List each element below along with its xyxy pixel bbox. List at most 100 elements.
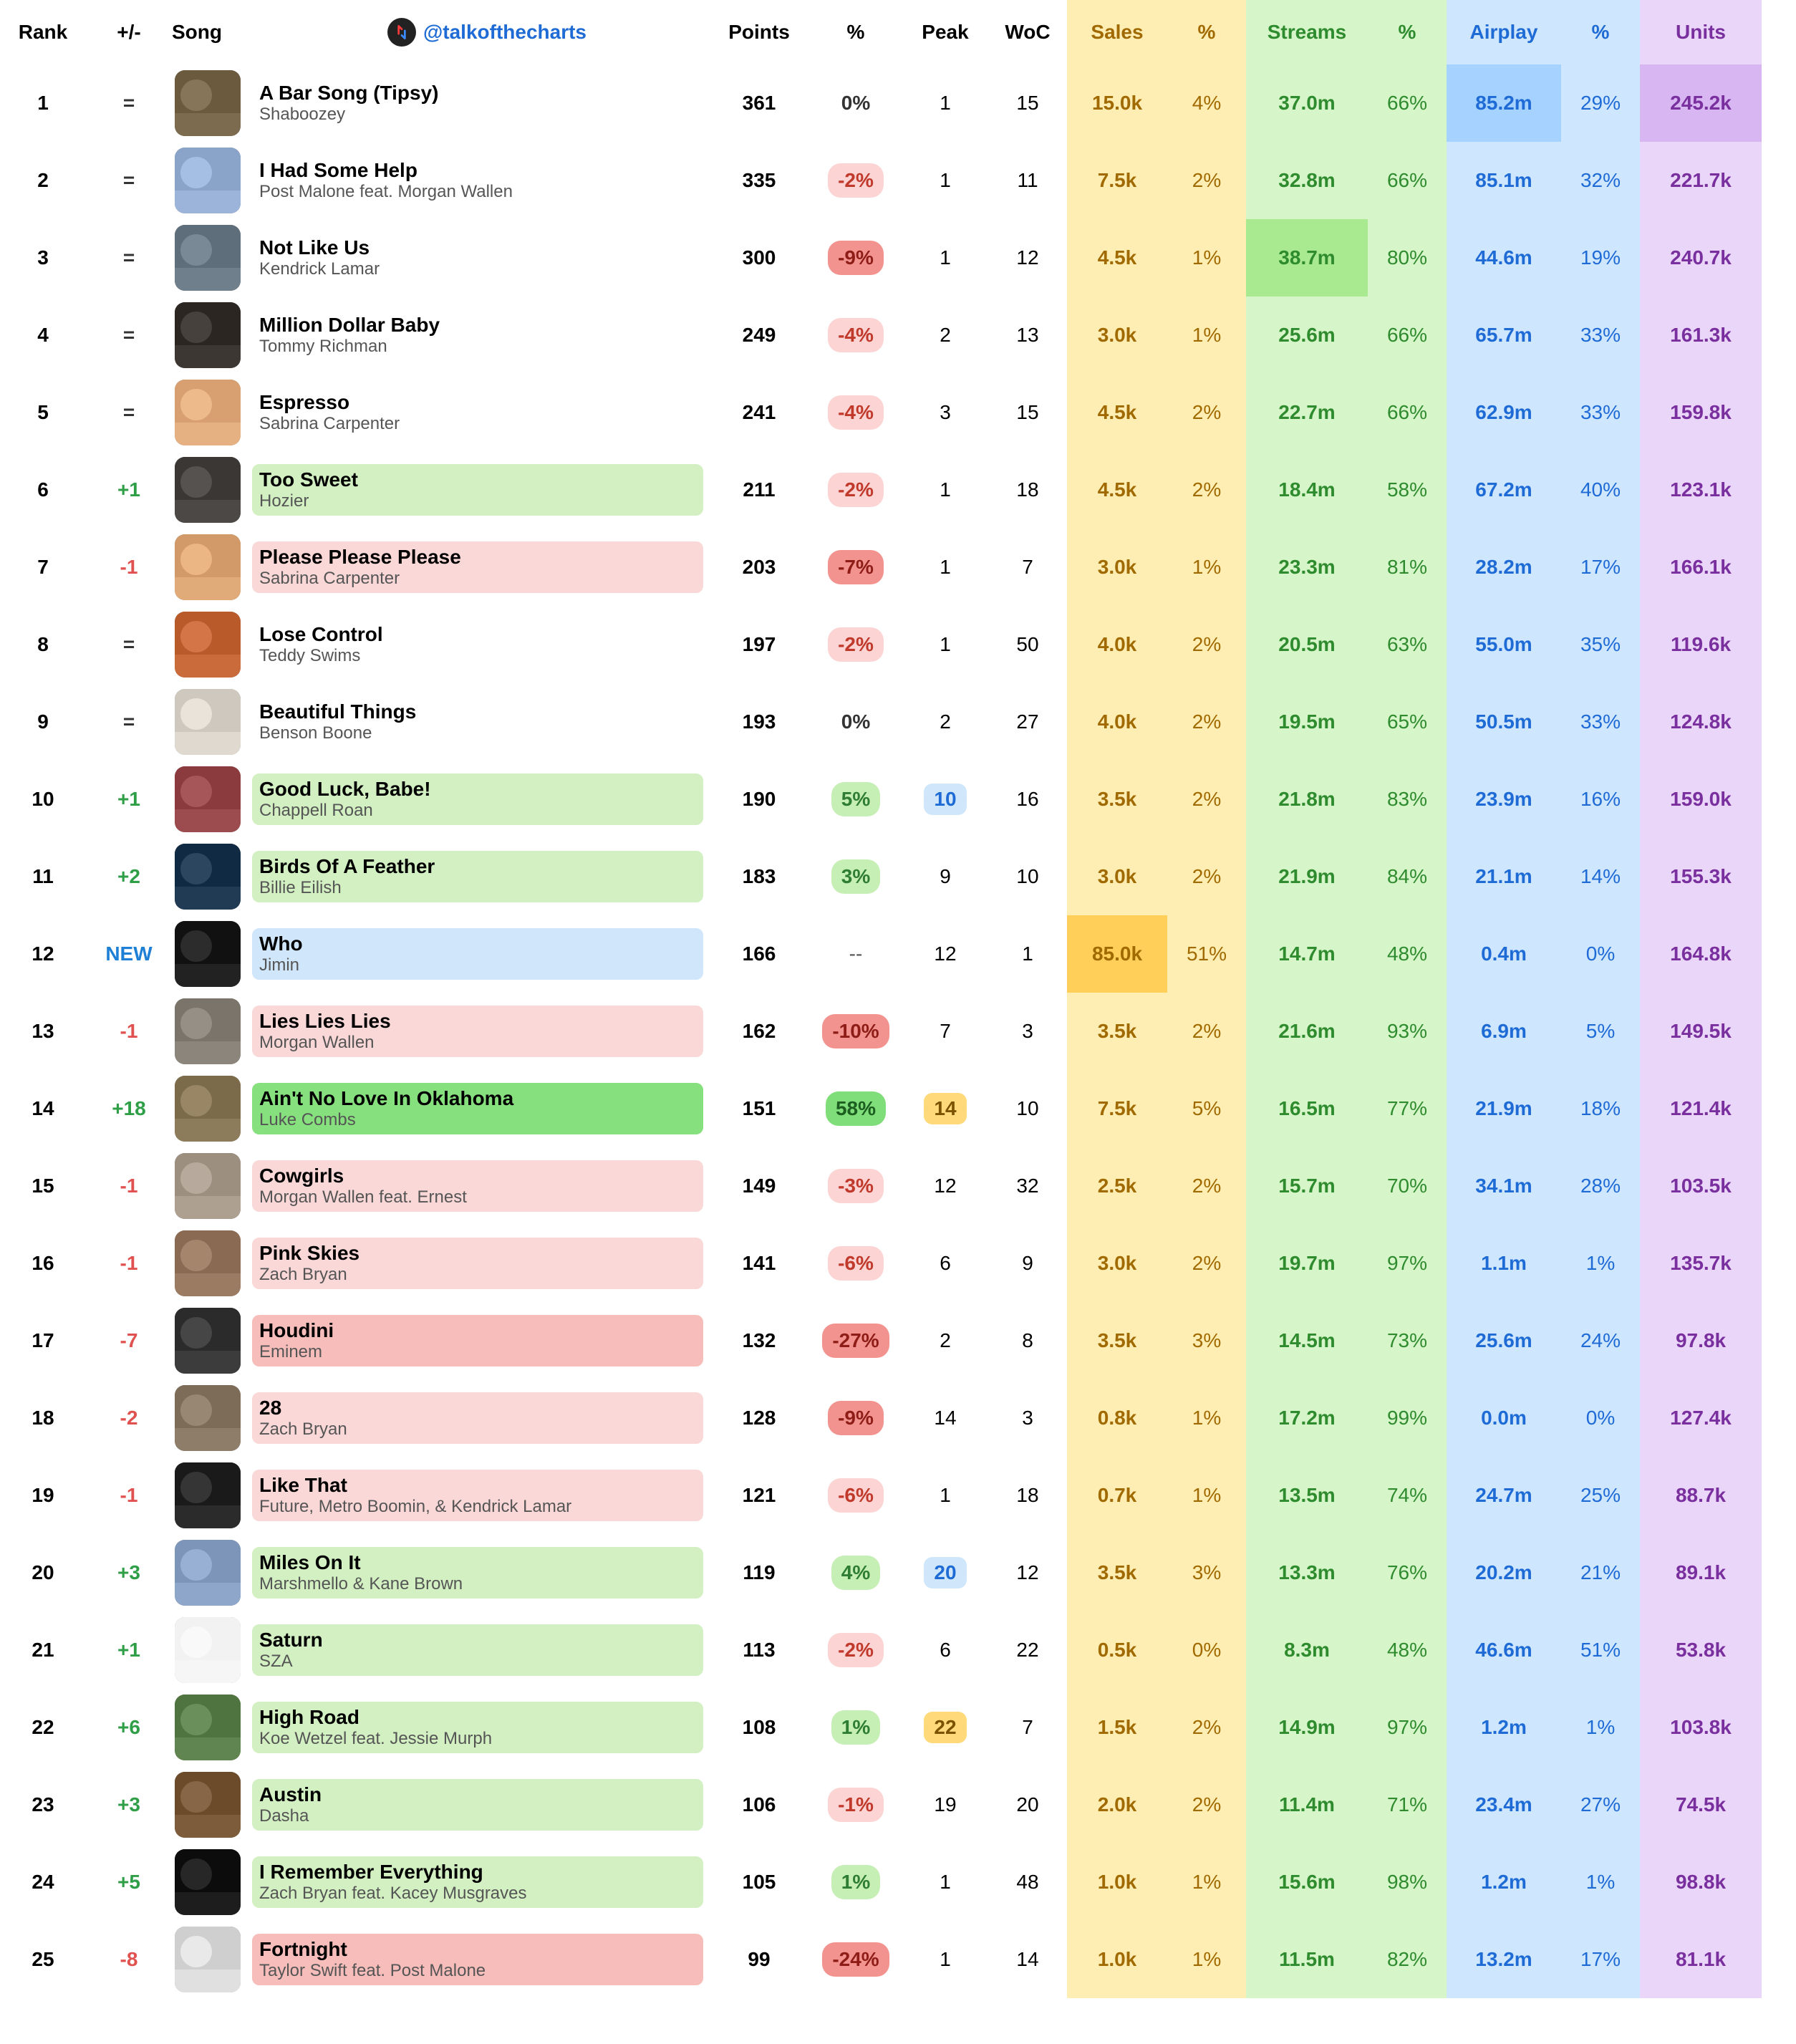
change-cell: -7 xyxy=(86,1329,172,1352)
change-cell: -1 xyxy=(86,1175,172,1197)
peak-cell: 1 xyxy=(902,92,988,115)
woc-cell: 12 xyxy=(988,246,1067,269)
points-cell: 162 xyxy=(709,1020,809,1043)
song-cell: Miles On It Marshmello & Kane Brown xyxy=(172,1540,709,1606)
sales-cell: 3.0k xyxy=(1067,838,1167,915)
song-cell: Saturn SZA xyxy=(172,1617,709,1683)
change-cell: +1 xyxy=(86,478,172,501)
streams-pct-cell: 93% xyxy=(1368,993,1447,1070)
artist-name: Chappell Roan xyxy=(259,801,696,821)
change-cell: = xyxy=(86,633,172,656)
units-cell: 119.6k xyxy=(1640,606,1762,683)
rank-cell: 17 xyxy=(0,1329,86,1352)
song-title: Million Dollar Baby xyxy=(259,314,696,337)
peak-cell: 20 xyxy=(902,1557,988,1589)
song-cell: I Remember Everything Zach Bryan feat. K… xyxy=(172,1849,709,1915)
album-cover xyxy=(175,921,241,987)
table-row: 25 -8 Fortnight Taylor Swift feat. Post … xyxy=(0,1921,1796,1998)
peak-cell: 14 xyxy=(902,1093,988,1124)
table-row: 14 +18 Ain't No Love In Oklahoma Luke Co… xyxy=(0,1070,1796,1147)
hdr-rank: Rank xyxy=(19,21,67,43)
song-title: I Remember Everything xyxy=(259,1861,696,1884)
album-cover xyxy=(175,457,241,523)
change-cell: = xyxy=(86,401,172,424)
woc-cell: 27 xyxy=(988,710,1067,733)
units-cell: 53.8k xyxy=(1640,1611,1762,1689)
streams-cell: 17.2m xyxy=(1246,1379,1368,1457)
airplay-pct-cell: 0% xyxy=(1561,1379,1640,1457)
song-cell: 28 Zach Bryan xyxy=(172,1385,709,1451)
streams-pct-cell: 76% xyxy=(1368,1534,1447,1611)
sales-pct-cell: 1% xyxy=(1167,1457,1246,1534)
rank-cell: 14 xyxy=(0,1097,86,1120)
sales-cell: 7.5k xyxy=(1067,1070,1167,1147)
streams-pct-cell: 97% xyxy=(1368,1225,1447,1302)
peak-cell: 12 xyxy=(902,943,988,965)
sales-cell: 3.5k xyxy=(1067,1534,1167,1611)
change-cell: +18 xyxy=(86,1097,172,1120)
album-cover xyxy=(175,998,241,1064)
woc-cell: 10 xyxy=(988,1097,1067,1120)
streams-pct-cell: 97% xyxy=(1368,1689,1447,1766)
table-row: 13 -1 Lies Lies Lies Morgan Wallen 162 -… xyxy=(0,993,1796,1070)
streams-cell: 13.3m xyxy=(1246,1534,1368,1611)
table-row: 2 = I Had Some Help Post Malone feat. Mo… xyxy=(0,142,1796,219)
streams-pct-cell: 58% xyxy=(1368,451,1447,529)
airplay-pct-cell: 16% xyxy=(1561,761,1640,838)
sales-pct-cell: 1% xyxy=(1167,1843,1246,1921)
airplay-pct-cell: 28% xyxy=(1561,1147,1640,1225)
woc-cell: 16 xyxy=(988,788,1067,811)
peak-cell: 2 xyxy=(902,710,988,733)
album-cover xyxy=(175,1462,241,1528)
streams-pct-cell: 74% xyxy=(1368,1457,1447,1534)
woc-cell: 9 xyxy=(988,1252,1067,1275)
song-cell: Lose Control Teddy Swims xyxy=(172,612,709,678)
song-title: Pink Skies xyxy=(259,1242,696,1265)
table-row: 3 = Not Like Us Kendrick Lamar 300 -9% 1… xyxy=(0,219,1796,297)
artist-name: Zach Bryan xyxy=(259,1419,696,1440)
airplay-pct-cell: 24% xyxy=(1561,1302,1640,1379)
streams-cell: 11.4m xyxy=(1246,1766,1368,1843)
sales-pct-cell: 2% xyxy=(1167,606,1246,683)
album-cover xyxy=(175,380,241,445)
airplay-cell: 0.0m xyxy=(1447,1379,1561,1457)
sales-pct-cell: 2% xyxy=(1167,1766,1246,1843)
units-cell: 159.8k xyxy=(1640,374,1762,451)
streams-pct-cell: 66% xyxy=(1368,297,1447,374)
pct-cell: -10% xyxy=(809,1014,902,1048)
units-cell: 161.3k xyxy=(1640,297,1762,374)
artist-name: Morgan Wallen feat. Ernest xyxy=(259,1187,696,1207)
airplay-pct-cell: 0% xyxy=(1561,915,1640,993)
song-title: Lose Control xyxy=(259,623,696,646)
artist-name: Billie Eilish xyxy=(259,878,696,898)
woc-cell: 15 xyxy=(988,401,1067,424)
rank-cell: 1 xyxy=(0,92,86,115)
sales-pct-cell: 2% xyxy=(1167,683,1246,761)
pct-cell: 5% xyxy=(809,782,902,816)
streams-pct-cell: 66% xyxy=(1368,64,1447,142)
artist-name: Post Malone feat. Morgan Wallen xyxy=(259,182,696,202)
hdr-streamsp: % xyxy=(1399,21,1416,44)
hdr-salesp: % xyxy=(1198,21,1216,44)
peak-cell: 1 xyxy=(902,556,988,579)
sales-cell: 1.5k xyxy=(1067,1689,1167,1766)
album-cover xyxy=(175,1308,241,1374)
streams-cell: 21.9m xyxy=(1246,838,1368,915)
song-title: Austin xyxy=(259,1783,696,1806)
artist-name: Taylor Swift feat. Post Malone xyxy=(259,1961,696,1981)
table-row: 16 -1 Pink Skies Zach Bryan 141 -6% 6 9 … xyxy=(0,1225,1796,1302)
change-cell: +2 xyxy=(86,865,172,888)
airplay-cell: 34.1m xyxy=(1447,1147,1561,1225)
pct-cell: -2% xyxy=(809,1633,902,1667)
sales-cell: 4.0k xyxy=(1067,683,1167,761)
pct-cell: 1% xyxy=(809,1710,902,1745)
song-title: A Bar Song (Tipsy) xyxy=(259,82,696,105)
sales-pct-cell: 2% xyxy=(1167,1147,1246,1225)
hdr-streams: Streams xyxy=(1268,21,1347,44)
sales-cell: 0.7k xyxy=(1067,1457,1167,1534)
airplay-pct-cell: 21% xyxy=(1561,1534,1640,1611)
points-cell: 190 xyxy=(709,788,809,811)
table-row: 15 -1 Cowgirls Morgan Wallen feat. Ernes… xyxy=(0,1147,1796,1225)
pct-cell: -6% xyxy=(809,1478,902,1513)
artist-name: Koe Wetzel feat. Jessie Murph xyxy=(259,1729,696,1749)
